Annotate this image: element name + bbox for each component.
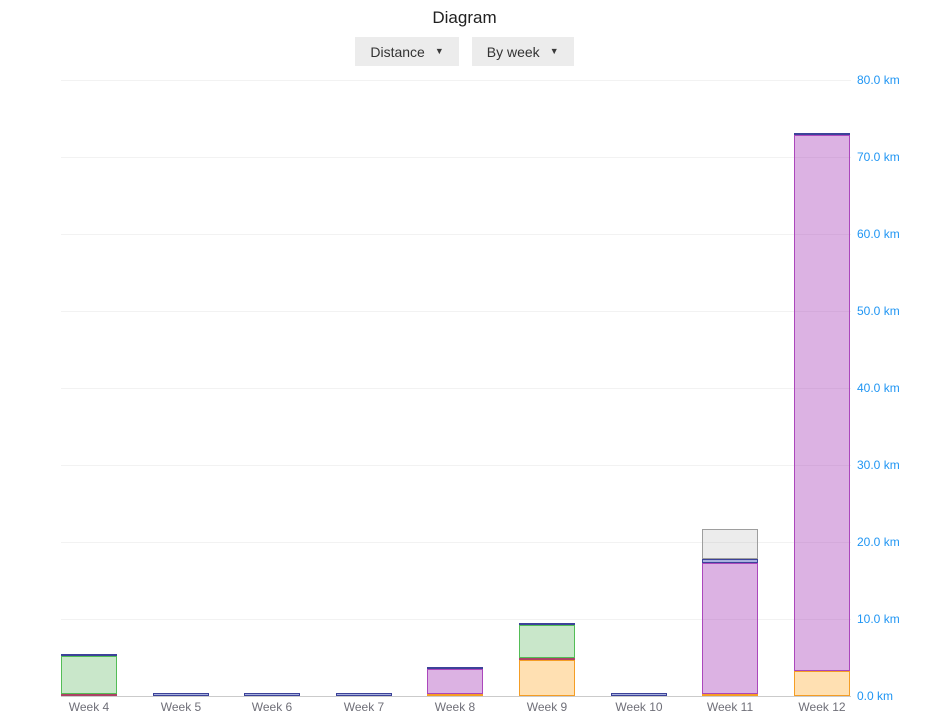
bar-segment-blue[interactable] — [519, 623, 575, 625]
chevron-down-icon: ▼ — [434, 46, 444, 56]
x-axis-tick-label: Week 8 — [434, 700, 476, 714]
page-title: Diagram — [432, 8, 497, 27]
bar-week-5[interactable] — [153, 693, 209, 696]
bar-week-10[interactable] — [611, 693, 667, 696]
chevron-down-icon: ▼ — [549, 46, 559, 56]
bar-week-8[interactable] — [427, 667, 483, 696]
y-axis-tick-label: 30.0 km — [857, 458, 900, 472]
gridline — [61, 311, 851, 312]
bar-segment-gray[interactable] — [702, 529, 758, 559]
x-axis-tick-label: Week 6 — [251, 700, 293, 714]
bar-segment-blue[interactable] — [61, 654, 117, 656]
gridline — [61, 465, 851, 466]
metric-dropdown-label: Distance — [370, 43, 425, 60]
bar-segment-purple[interactable] — [794, 135, 850, 671]
bar-segment-blue[interactable] — [244, 693, 300, 696]
x-axis-tick-label: Week 10 — [615, 700, 663, 714]
bar-segment-blue[interactable] — [702, 559, 758, 563]
gridline — [61, 388, 851, 389]
bar-week-6[interactable] — [244, 693, 300, 696]
bar-week-7[interactable] — [336, 693, 392, 696]
y-axis-tick-label: 80.0 km — [857, 73, 900, 87]
bar-segment-orange[interactable] — [519, 660, 575, 696]
x-axis-tick-label: Week 11 — [706, 700, 754, 714]
gridline — [61, 234, 851, 235]
bar-segment-green[interactable] — [519, 625, 575, 658]
y-axis-tick-label: 70.0 km — [857, 150, 900, 164]
y-axis-tick-label: 40.0 km — [857, 381, 900, 395]
bar-segment-orange[interactable] — [794, 671, 850, 696]
bar-segment-green[interactable] — [61, 656, 117, 694]
bar-week-11[interactable] — [702, 529, 758, 696]
y-axis-tick-label: 0.0 km — [857, 689, 894, 703]
bar-segment-blue[interactable] — [427, 667, 483, 669]
x-axis-tick-label: Week 4 — [68, 700, 110, 714]
bar-week-12[interactable] — [794, 133, 850, 696]
bar-segment-red[interactable] — [519, 658, 575, 660]
y-axis-tick-label: 60.0 km — [857, 227, 900, 241]
bar-segment-blue[interactable] — [336, 693, 392, 696]
x-axis-tick-label: Week 9 — [526, 700, 568, 714]
chart-controls: Distance ▼ By week ▼ — [0, 37, 929, 66]
y-axis-tick-label: 20.0 km — [857, 535, 900, 549]
bar-segment-blue[interactable] — [153, 693, 209, 696]
gridline — [61, 542, 851, 543]
bar-segment-purple[interactable] — [427, 669, 483, 694]
bar-week-4[interactable] — [61, 654, 117, 696]
bar-segment-blue[interactable] — [794, 133, 850, 135]
grouping-dropdown[interactable]: By week ▼ — [471, 37, 574, 66]
bar-segment-orange[interactable] — [702, 694, 758, 696]
bar-segment-orange[interactable] — [427, 694, 483, 696]
grouping-dropdown-label: By week — [486, 43, 540, 60]
x-axis-line — [61, 696, 851, 697]
x-axis-tick-label: Week 7 — [343, 700, 385, 714]
gridline — [61, 80, 851, 81]
bar-week-9[interactable] — [519, 623, 575, 696]
x-axis-tick-label: Week 12 — [798, 700, 846, 714]
gridline — [61, 619, 851, 620]
gridline — [61, 157, 851, 158]
bar-segment-purple[interactable] — [702, 563, 758, 694]
bar-segment-blue[interactable] — [611, 693, 667, 696]
bar-segment-red[interactable] — [61, 694, 117, 696]
y-axis-tick-label: 10.0 km — [857, 612, 900, 626]
x-axis-tick-label: Week 5 — [160, 700, 202, 714]
metric-dropdown[interactable]: Distance ▼ — [355, 37, 459, 66]
y-axis-tick-label: 50.0 km — [857, 304, 900, 318]
